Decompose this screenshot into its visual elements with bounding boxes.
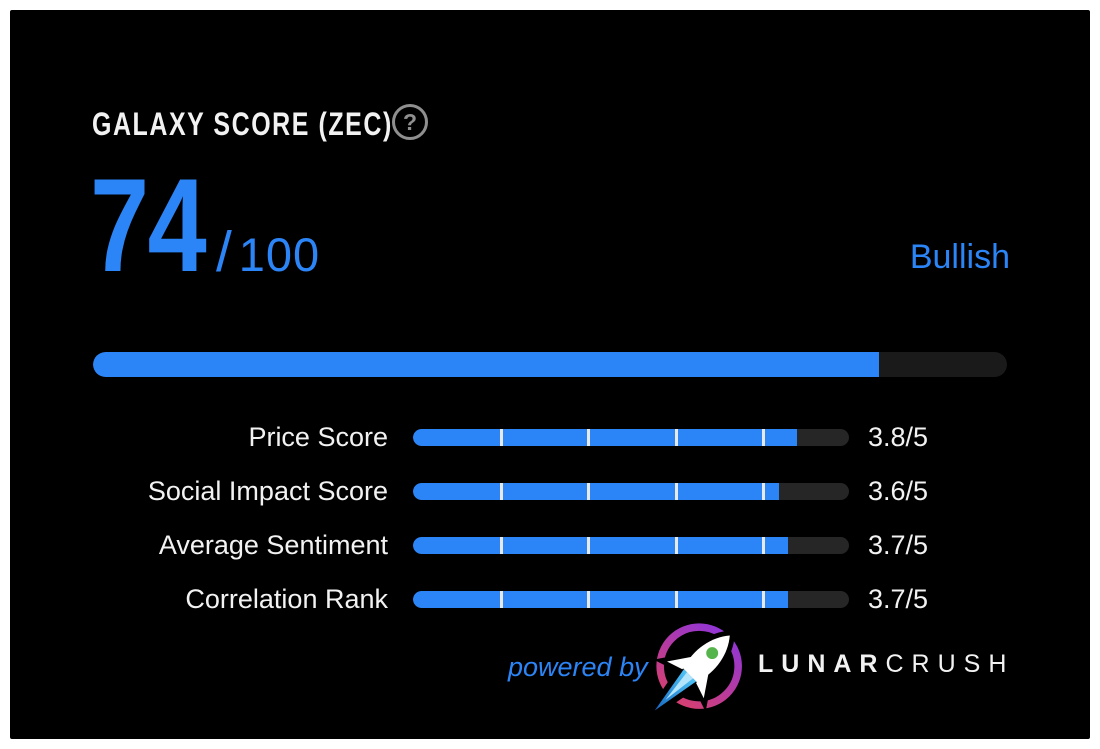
bar-tick xyxy=(761,536,765,554)
metric-value: 3.7/5 xyxy=(868,529,929,560)
metric-progress-bar xyxy=(413,482,849,500)
metric-progress-bar xyxy=(413,536,849,554)
score-value: 74 xyxy=(90,152,207,300)
metric-value: 3.6/5 xyxy=(868,475,929,506)
bar-tick xyxy=(500,536,504,554)
sentiment-badge: Bullish xyxy=(909,238,1010,276)
progress-fill xyxy=(413,536,788,554)
metric-row-social-impact-score: Social Impact Score 3.6/5 xyxy=(93,464,1007,518)
progress-fill xyxy=(93,352,880,377)
bar-tick xyxy=(587,590,591,608)
metric-row-correlation-rank: Correlation Rank 3.7/5 xyxy=(93,572,1007,626)
brand-lunar: LUNAR xyxy=(758,650,886,678)
lunarcrush-brand-link[interactable]: LUNARCRUSH xyxy=(758,650,1014,679)
powered-by-label: powered by xyxy=(508,652,648,682)
metric-value: 3.8/5 xyxy=(868,421,929,452)
galaxy-score-widget: GALAXY SCORE (ZEC) ? 74 / 100 Bullish Pr… xyxy=(10,10,1090,739)
score-slash: / xyxy=(215,220,232,284)
bar-tick xyxy=(500,428,504,446)
bar-tick xyxy=(587,428,591,446)
bar-tick xyxy=(674,482,678,500)
page-title: GALAXY SCORE (ZEC) xyxy=(92,106,393,142)
bar-tick xyxy=(674,536,678,554)
score-max: 100 xyxy=(238,228,321,281)
galaxy-score-progress-bar xyxy=(93,352,1007,377)
progress-fill xyxy=(413,482,780,500)
metric-label: Price Score xyxy=(248,421,388,452)
score-display: 74 / 100 xyxy=(90,160,320,293)
metric-row-average-sentiment: Average Sentiment 3.7/5 xyxy=(93,518,1007,572)
bar-tick xyxy=(587,536,591,554)
progress-fill xyxy=(413,428,797,446)
metric-label: Social Impact Score xyxy=(147,475,388,506)
metric-progress-bar xyxy=(413,590,849,608)
bar-tick xyxy=(500,482,504,500)
rocket-icon[interactable] xyxy=(632,614,762,728)
bar-tick xyxy=(761,482,765,500)
bar-tick xyxy=(674,428,678,446)
question-mark-glyph: ? xyxy=(402,108,418,135)
bar-tick xyxy=(761,428,765,446)
bar-tick xyxy=(500,590,504,608)
metric-row-price-score: Price Score 3.8/5 xyxy=(93,410,1007,464)
metrics-list: Price Score 3.8/5 Social Impact Score 3.… xyxy=(93,410,1007,626)
help-question-icon[interactable]: ? xyxy=(392,104,428,140)
metric-label: Average Sentiment xyxy=(158,529,388,560)
bar-tick xyxy=(587,482,591,500)
metric-label: Correlation Rank xyxy=(185,583,388,614)
brand-crush: CRUSH xyxy=(885,650,1015,678)
bar-tick xyxy=(674,590,678,608)
bar-tick xyxy=(761,590,765,608)
progress-fill xyxy=(413,590,788,608)
metric-progress-bar xyxy=(413,428,849,446)
metric-value: 3.7/5 xyxy=(868,583,929,614)
